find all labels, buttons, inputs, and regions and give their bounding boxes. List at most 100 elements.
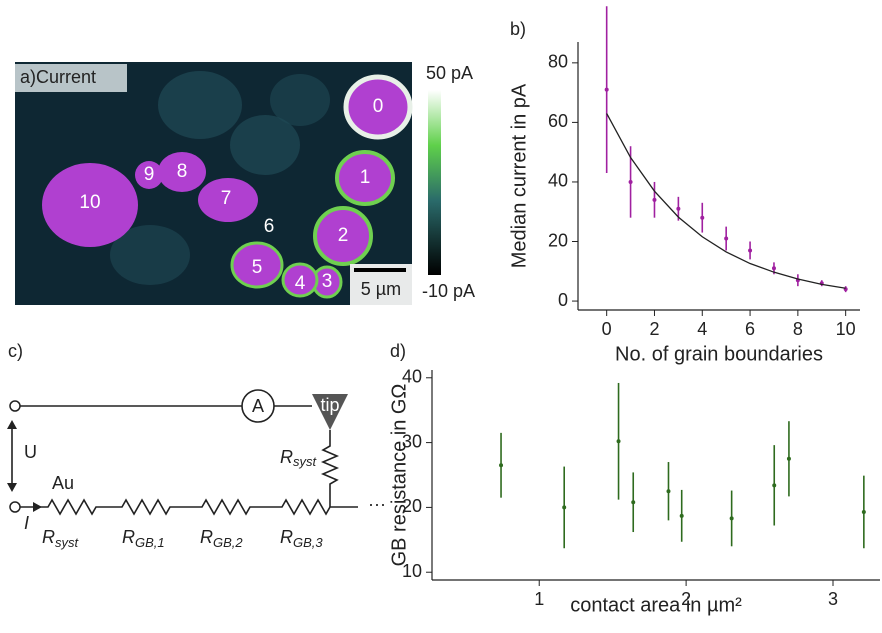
point: [631, 500, 636, 505]
x-tick-label: 1: [534, 589, 544, 609]
x-tick-label: 2: [649, 319, 659, 339]
point: [616, 439, 621, 444]
arrow-head: [7, 420, 17, 492]
x-tick-label: 10: [836, 319, 856, 339]
symbol: R: [280, 447, 293, 467]
point: [729, 516, 734, 521]
subscript: GB,1: [135, 535, 165, 550]
resistor-labels: Rsyst RGB,1 RGB,2 RGB,3: [42, 527, 323, 551]
ellipsis: ···: [368, 494, 386, 514]
y-axis-label: Median current in pA: [508, 83, 530, 268]
grain-label: 10: [79, 192, 100, 213]
grain-label: 9: [144, 164, 155, 185]
grain-label: 1: [360, 167, 371, 188]
grain-label: 3: [322, 271, 333, 292]
panel-c: c) A tip Rsyst ··· U I Au Rsyst RGB,1 RGB,…: [7, 341, 386, 551]
point: [861, 509, 866, 514]
grain: [343, 74, 413, 140]
point: [772, 483, 777, 488]
subscript: syst: [55, 535, 80, 550]
y-tick-label: 10: [402, 561, 422, 581]
resistor-label: RGB,3: [280, 527, 323, 551]
electrode-label: Au: [52, 473, 74, 493]
grain-label: 2: [338, 225, 349, 246]
y-tick-label: 40: [402, 367, 422, 387]
tip-label: tip: [320, 395, 339, 415]
wire: [20, 498, 358, 516]
ammeter: [241, 389, 275, 423]
point: [604, 87, 609, 92]
y-axis-label: GB resistance in GΩ: [388, 384, 410, 567]
fit-line: [606, 113, 846, 289]
point: [748, 248, 753, 253]
y-tick-label: 40: [548, 171, 568, 191]
subscript: GB,2: [213, 535, 243, 550]
point: [562, 505, 567, 510]
grain-label: 0: [373, 96, 384, 117]
point: [666, 489, 671, 494]
resistor-label: Rsyst: [42, 527, 80, 551]
current-label: I: [24, 513, 29, 533]
y-tick-label: 30: [402, 431, 422, 451]
grain-bg: [110, 225, 190, 285]
grain: [135, 161, 163, 189]
terminal: [9, 501, 21, 513]
colorbar-max: 50 pA: [426, 63, 473, 83]
grain-bg: [230, 115, 300, 175]
subscript: syst: [293, 454, 318, 469]
point: [628, 179, 633, 184]
grain-bg: [270, 74, 330, 126]
symbol: R: [280, 527, 293, 547]
x-axis-label: No. of grain boundaries: [615, 343, 823, 365]
x-tick-label: 8: [793, 319, 803, 339]
grain: [42, 163, 138, 247]
point: [771, 266, 776, 271]
symbol: R: [122, 527, 135, 547]
grain-label: 4: [295, 273, 306, 294]
y-tick-label: 20: [548, 230, 568, 250]
scale-label: 5 µm: [361, 279, 401, 299]
grain: [335, 150, 395, 206]
grain: [281, 262, 319, 298]
y-tick-label: 80: [548, 52, 568, 72]
colorbar-min: -10 pA: [422, 281, 475, 301]
y-tick-label: 60: [548, 111, 568, 131]
resistor: [320, 430, 340, 507]
grain-label: 5: [252, 257, 263, 278]
x-axis-label: contact area in µm²: [570, 594, 742, 616]
voltage-label: U: [24, 442, 37, 462]
resistor-label: Rsyst: [280, 447, 318, 470]
panel-label: b): [510, 19, 526, 39]
terminal: [9, 400, 21, 412]
symbol: R: [42, 527, 55, 547]
grain: [313, 206, 373, 266]
resistor-label: RGB,2: [200, 527, 243, 551]
point: [679, 513, 684, 518]
grain-label: 8: [177, 161, 188, 182]
point: [700, 215, 705, 220]
symbol: R: [200, 527, 213, 547]
point: [652, 197, 657, 202]
point: [786, 456, 791, 461]
point: [676, 206, 681, 211]
panel-label: a)Current: [20, 67, 96, 87]
point: [499, 463, 504, 468]
grain-label: 7: [221, 188, 232, 209]
x-tick-label: 0: [602, 319, 612, 339]
ammeter-label: A: [252, 396, 264, 416]
panel-label: c): [8, 341, 23, 361]
point: [724, 236, 729, 241]
grain-bg: [158, 71, 242, 139]
current-arrow: [33, 502, 42, 512]
resistor-label: RGB,1: [122, 527, 165, 551]
x-tick-label: 4: [697, 319, 707, 339]
grain: [230, 241, 284, 289]
colorbar: [428, 90, 441, 275]
panel-label: d): [390, 341, 406, 361]
x-tick-label: 6: [745, 319, 755, 339]
charts: b) 0 20 40 60 80 0 2 4 6 8 10 No. of grain boundarie…: [388, 6, 880, 616]
subscript: GB,3: [293, 535, 323, 550]
